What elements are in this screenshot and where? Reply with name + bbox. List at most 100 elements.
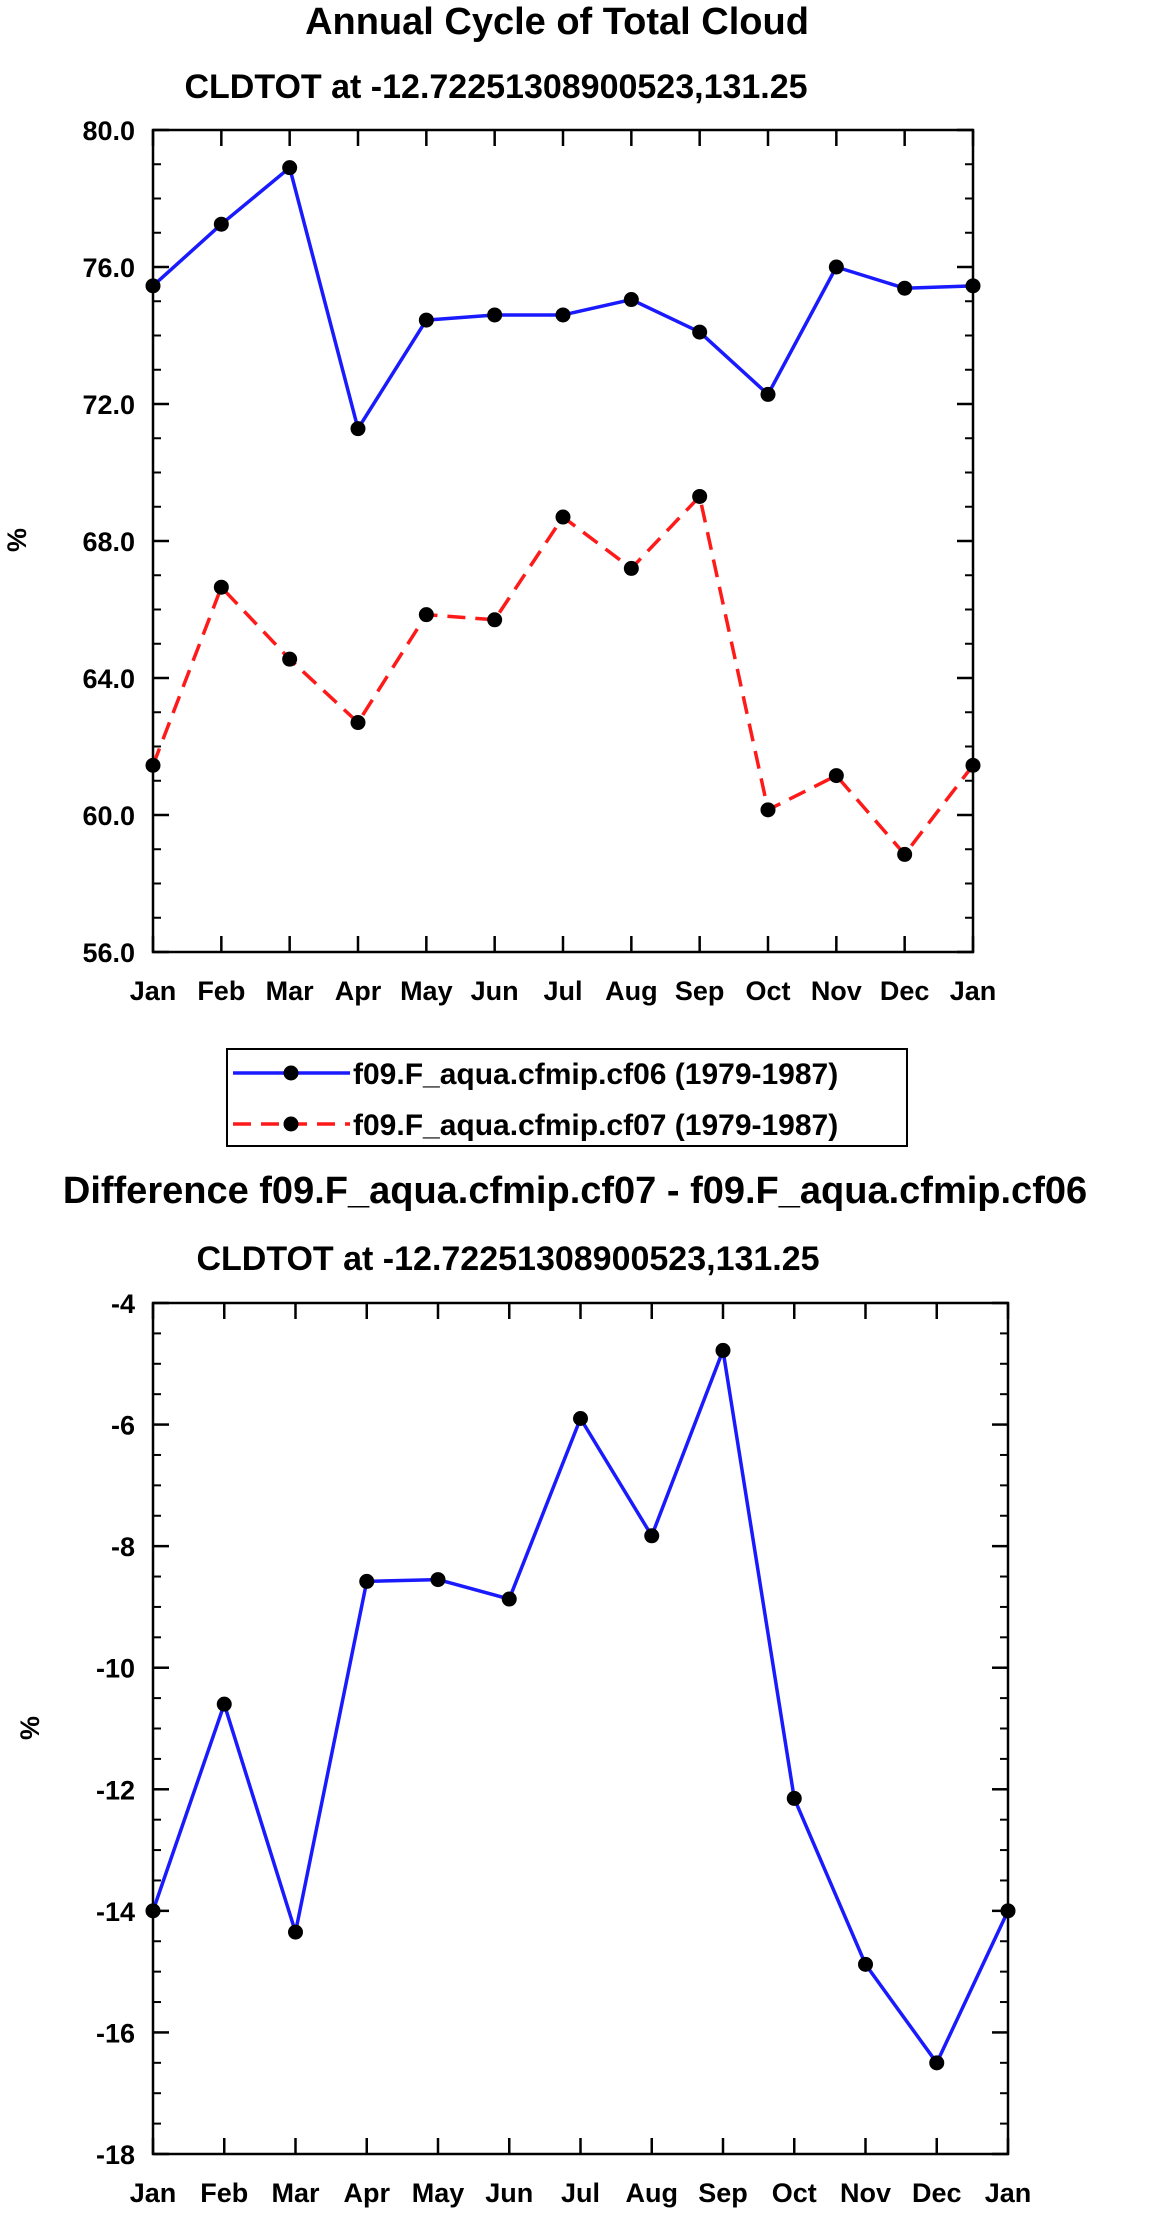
chart1-series-1-point — [213, 579, 229, 595]
chart2-xtick-label-sep: Sep — [698, 2178, 748, 2208]
chart1-series-1-point — [897, 846, 913, 862]
chart2-xtick-label-nov: Nov — [840, 2178, 891, 2208]
chart1-series-1-point — [282, 651, 298, 667]
chart2-ytick-label: -6 — [111, 1411, 135, 1441]
chart1-series-line-0 — [151, 165, 974, 431]
chart1-series-0-point — [692, 324, 708, 340]
chart1-series-0-point — [213, 216, 229, 232]
chart1-ytick-label: 80.0 — [82, 116, 135, 146]
chart2-y-axis-label: % — [15, 1716, 45, 1740]
chart-difference: Difference f09.F_aqua.cfmip.cf07 - f09.F… — [15, 1170, 1087, 2208]
chart2-xtick-label-feb: Feb — [200, 2178, 248, 2208]
chart1-ytick-label: 72.0 — [82, 390, 135, 420]
chart2-xtick-label-jan: Jan — [985, 2178, 1032, 2208]
chart2-xtick-label-mar: Mar — [271, 2178, 320, 2208]
legend-label-cf07: f09.F_aqua.cfmip.cf07 (1979-1987) — [353, 1109, 838, 1142]
chart1-series-0-point — [828, 259, 844, 275]
chart2-series-0-point — [929, 2055, 945, 2071]
chart2-ytick-label: -16 — [96, 2018, 135, 2048]
legend-marker-cf06 — [283, 1065, 299, 1081]
chart1-xtick-label-jan: Jan — [950, 976, 997, 1006]
chart2-series-0-point — [145, 1903, 161, 1919]
chart2-series-0-point — [216, 1696, 232, 1712]
chart2-series-0-point — [288, 1924, 303, 1940]
chart2-xtick-label-jul: Jul — [561, 2178, 600, 2208]
legend-label-cf06: f09.F_aqua.cfmip.cf06 (1979-1987) — [353, 1058, 838, 1091]
chart2-subtitle: CLDTOT at -12.72251308900523,131.25 — [196, 1240, 819, 1278]
chart1-series-0-point — [623, 292, 639, 308]
chart1-plot-area: 56.0 60.0 64.0 68.0 72.0 76.0 80.0 Jan Feb Mar Apr… — [82, 116, 996, 1006]
chart2-frame — [151, 1301, 1010, 2156]
legend-box — [226, 1048, 908, 1147]
chart1-series-0-point — [555, 307, 571, 323]
chart1-frame — [151, 128, 975, 954]
chart2-series-0-point — [858, 1956, 873, 1972]
chart1-ytick-label: 76.0 — [82, 253, 135, 283]
chart1-series-1-point — [828, 768, 844, 784]
chart2-plot-area: -18 -16 -14 -12 -10 -8 -6 -4 Jan Feb Mar Apr May Jun J… — [96, 1289, 1031, 2208]
chart1-y-axis-label: % — [2, 528, 32, 552]
chart1-xtick-label-nov: Nov — [811, 976, 862, 1006]
chart1-xtick-label-jul: Jul — [543, 976, 582, 1006]
chart1-legend: f09.F_aqua.cfmip.cf06 (1979-1987) f09.F_… — [226, 1048, 908, 1147]
chart2-ytick-label: -12 — [96, 1775, 135, 1805]
chart2-xtick-label-jun: Jun — [485, 2178, 533, 2208]
chart1-series-1-point — [350, 715, 366, 731]
chart2-series-0-point — [501, 1591, 517, 1607]
chart1-xtick-label-mar: Mar — [266, 976, 315, 1006]
chart2-ytick-label: -10 — [96, 1654, 135, 1684]
chart1-xtick-label-dec: Dec — [880, 976, 930, 1006]
chart1-series-1-point — [145, 757, 161, 773]
chart2-ytick-label: -4 — [111, 1289, 135, 1319]
chart2-series-0-point — [430, 1572, 446, 1588]
chart2-ytick-label: -8 — [111, 1532, 135, 1562]
chart2-xtick-label-jan: Jan — [130, 2178, 177, 2208]
chart2-series-0-point — [715, 1342, 731, 1358]
chart1-series-1-point — [623, 560, 639, 576]
chart1-series-1-point — [418, 607, 434, 623]
chart2-xtick-label-may: May — [412, 2178, 465, 2208]
chart1-series-0-point — [760, 386, 776, 402]
chart2-series-0-point — [644, 1528, 660, 1544]
chart2-ytick-label: -14 — [96, 1897, 135, 1927]
chart1-series-1-point — [965, 757, 981, 773]
chart1-series-0-point — [418, 312, 434, 328]
chart1-series-1-point — [555, 509, 571, 525]
chart1-series-0-point — [897, 280, 913, 296]
chart2-series-0-point — [359, 1573, 375, 1589]
chart1-ytick-label: 68.0 — [82, 527, 135, 557]
chart1-ytick-label: 56.0 — [82, 938, 135, 968]
legend-entry-cf06: f09.F_aqua.cfmip.cf06 (1979-1987) — [233, 1058, 838, 1091]
chart1-series-1-point — [487, 612, 503, 628]
chart1-xtick-label-jun: Jun — [471, 976, 519, 1006]
chart-annual-cycle: Annual Cycle of Total Cloud CLDTOT at -1… — [2, 1, 996, 1147]
chart2-xtick-label-dec: Dec — [912, 2178, 962, 2208]
chart2-xtick-label-apr: Apr — [344, 2178, 391, 2208]
chart1-series-0-point — [282, 160, 298, 176]
chart1-series-1-point — [760, 802, 776, 818]
chart2-series-0-point — [1000, 1903, 1016, 1919]
chart2-series-line-0 — [151, 1348, 1010, 2065]
chart2-series-0-point — [573, 1410, 588, 1426]
chart1-series-1-point — [692, 488, 708, 504]
chart1-xtick-label-jan: Jan — [130, 976, 177, 1006]
chart1-xtick-label-apr: Apr — [335, 976, 382, 1006]
chart1-xtick-label-may: May — [400, 976, 453, 1006]
chart1-series-0-point — [145, 278, 161, 294]
chart2-ytick-label: -18 — [96, 2140, 135, 2170]
chart1-xtick-label-aug: Aug — [605, 976, 657, 1006]
chart1-xtick-label-oct: Oct — [745, 976, 790, 1006]
chart1-series-line-1 — [151, 494, 975, 857]
chart1-series-0-point — [487, 307, 503, 323]
chart2-series-0-point — [786, 1790, 802, 1806]
chart2-xtick-label-aug: Aug — [626, 2178, 678, 2208]
chart2-xtick-label-oct: Oct — [772, 2178, 817, 2208]
legend-entry-cf07: f09.F_aqua.cfmip.cf07 (1979-1987) — [233, 1109, 838, 1142]
chart1-ytick-label: 64.0 — [82, 664, 135, 694]
chart1-subtitle: CLDTOT at -12.72251308900523,131.25 — [184, 68, 807, 106]
chart1-series-0-point — [965, 278, 981, 294]
chart1-title: Annual Cycle of Total Cloud — [305, 1, 809, 43]
chart1-xtick-label-sep: Sep — [675, 976, 725, 1006]
legend-marker-cf07 — [283, 1116, 299, 1132]
chart2-title: Difference f09.F_aqua.cfmip.cf07 - f09.F… — [63, 1170, 1087, 1212]
